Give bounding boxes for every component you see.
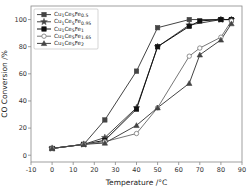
x-tick-label: 60 <box>175 166 183 174</box>
data-point <box>219 17 223 21</box>
data-point <box>49 146 54 151</box>
data-point <box>49 145 56 152</box>
x-tick-label: 70 <box>196 166 204 174</box>
plot-data <box>49 16 235 151</box>
data-point <box>50 146 54 150</box>
data-point <box>197 52 202 57</box>
legend-label: Cu1Ce5Fe0.5 <box>54 11 88 18</box>
y-tick-label: 20 <box>19 124 27 132</box>
y-tick <box>28 128 31 129</box>
x-tick-label: 20 <box>90 166 98 174</box>
x-tick <box>73 162 74 165</box>
chart: -10 0 10 20 30 40 50 60 70 80 90 0 20 40 60 80 100 Temper… <box>0 0 249 189</box>
x-tick <box>242 162 243 165</box>
data-point <box>218 37 223 42</box>
x-tick <box>52 162 53 165</box>
data-point <box>103 118 107 122</box>
y-tick-label: 100 <box>15 16 27 24</box>
data-point <box>198 46 202 50</box>
x-tick-label: 30 <box>111 166 119 174</box>
legend-marker <box>41 41 46 46</box>
y-tick-label: 80 <box>19 43 27 51</box>
legend-label: Cu1Ce5Fe0.95 <box>54 18 91 25</box>
data-point <box>133 104 140 111</box>
data-point <box>134 69 138 73</box>
data-point <box>229 21 234 26</box>
y-tick-label: 60 <box>19 70 27 78</box>
data-point <box>187 24 191 28</box>
legend-marker <box>41 18 48 25</box>
data-point <box>82 142 86 146</box>
data-point <box>50 146 54 150</box>
series-line <box>52 24 231 149</box>
legend: Cu1Ce5Fe0.5Cu1Ce5Fe0.95Cu1Ce5Fe1Cu1Ce5Fe… <box>34 9 98 49</box>
series-line <box>52 21 231 149</box>
data-point <box>80 141 87 148</box>
y-tick <box>28 155 31 156</box>
y-axis-label: CO Conversion /% <box>0 50 9 118</box>
data-point <box>155 106 159 110</box>
y-tick <box>28 73 31 74</box>
data-point <box>134 107 138 111</box>
legend-marker <box>42 12 46 16</box>
data-point <box>134 131 138 135</box>
x-tick <box>178 162 179 165</box>
x-tick-label: 80 <box>217 166 225 174</box>
x-tick <box>157 162 158 165</box>
plot-frame <box>31 6 242 162</box>
x-tick-label: -10 <box>26 166 37 174</box>
data-point <box>82 142 86 146</box>
legend-label: Cu1Ce5Fe1 <box>54 26 84 33</box>
x-tick <box>220 162 221 165</box>
legend-label: Cu1Ce5Fe2 <box>54 40 84 47</box>
data-point <box>198 19 202 23</box>
legend-label: Cu1Ce5Fe1.65 <box>54 33 91 40</box>
x-tick-label: 50 <box>153 166 161 174</box>
y-tick-label: 0 <box>23 152 27 160</box>
x-tick <box>31 162 32 165</box>
data-point <box>155 44 159 48</box>
data-point <box>186 21 193 28</box>
x-tick-label: 10 <box>69 166 77 174</box>
data-point <box>102 140 107 145</box>
data-point <box>187 54 191 58</box>
y-tick <box>28 100 31 101</box>
data-point <box>82 142 86 146</box>
data-point <box>219 17 223 21</box>
data-point <box>134 123 139 128</box>
legend-frame <box>34 9 98 49</box>
legend-marker <box>42 27 46 31</box>
data-point <box>155 26 159 30</box>
x-tick <box>115 162 116 165</box>
data-point <box>187 81 192 86</box>
data-point <box>50 146 54 150</box>
y-tick <box>28 19 31 20</box>
y-tick-label: 40 <box>19 97 27 105</box>
data-point <box>154 43 161 50</box>
plot-area <box>31 6 242 162</box>
x-axis-label: Temperature /°C <box>105 178 167 187</box>
data-point <box>155 105 160 110</box>
y-tick <box>28 46 31 47</box>
data-point <box>81 142 86 147</box>
x-tick-label: 90 <box>238 166 246 174</box>
x-tick-label: 0 <box>50 166 54 174</box>
x-tick-label: 40 <box>132 166 140 174</box>
x-tick <box>136 162 137 165</box>
x-tick <box>199 162 200 165</box>
legend-marker <box>42 34 46 38</box>
data-point <box>217 16 224 23</box>
x-tick <box>94 162 95 165</box>
